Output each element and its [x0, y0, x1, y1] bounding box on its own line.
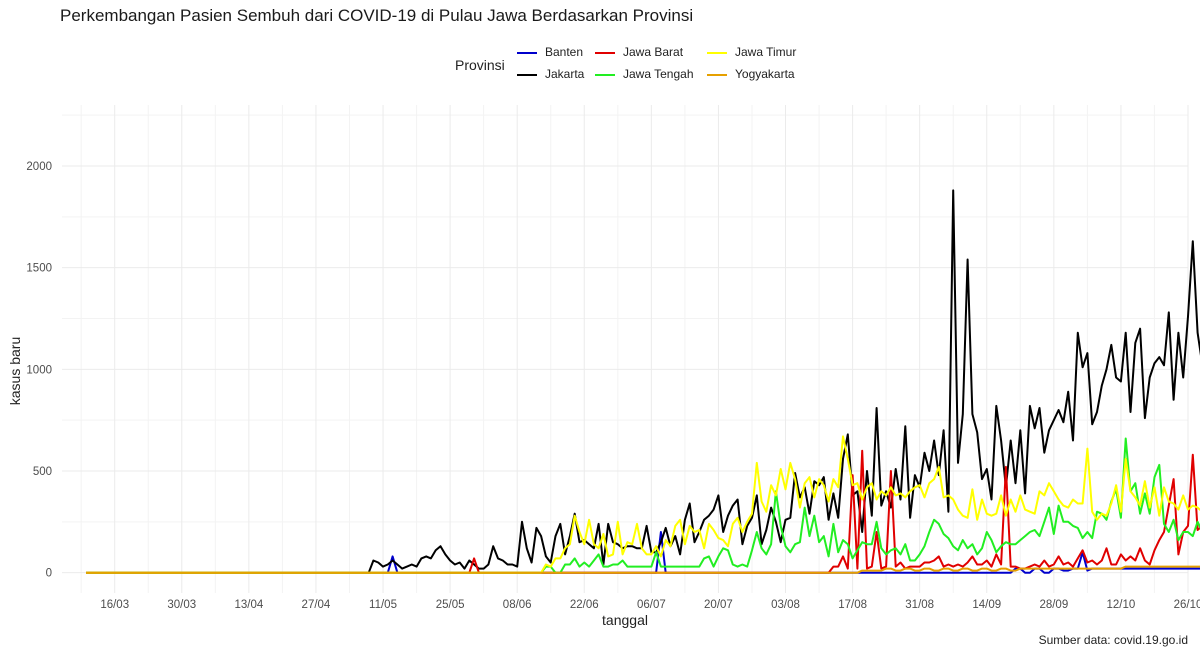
- chart-title: Perkembangan Pasien Sembuh dari COVID-19…: [60, 6, 694, 25]
- tick-labels: 0 500 1000 1500 2000 16/03 30/03 13/04 27/04 11/0…: [26, 161, 1200, 611]
- y-tick-label: 1000: [26, 364, 52, 376]
- x-tick-label: 31/08: [905, 599, 934, 611]
- legend-key: [707, 74, 727, 76]
- series-line-jawa-tengah: [86, 437, 1200, 574]
- x-tick-label: 27/04: [302, 599, 331, 611]
- x-tick-label: 03/08: [771, 599, 800, 611]
- x-tick-label: 22/06: [570, 599, 599, 611]
- x-tick-label: 20/07: [704, 599, 733, 611]
- series-layer: [86, 189, 1200, 574]
- legend-key: [595, 74, 615, 76]
- x-tick-label: 30/03: [167, 599, 196, 611]
- x-axis-label: tanggal: [602, 612, 648, 628]
- x-tick-label: 06/07: [637, 599, 666, 611]
- x-tick-label: 28/09: [1039, 599, 1068, 611]
- y-tick-label: 2000: [26, 161, 52, 173]
- legend-label: Jakarta: [545, 67, 585, 81]
- series-line-jawa-timur: [86, 435, 1200, 574]
- legend-key: [517, 74, 537, 76]
- legend-title: Provinsi: [455, 57, 505, 73]
- legend-key: [707, 52, 727, 54]
- y-tick-label: 500: [33, 466, 52, 478]
- y-tick-label: 1500: [26, 263, 52, 275]
- x-tick-label: 16/03: [100, 599, 129, 611]
- x-tick-label: 08/06: [503, 599, 532, 611]
- legend-label: Jawa Timur: [735, 45, 797, 59]
- legend-label: Jawa Barat: [623, 45, 684, 59]
- series-line-jakarta: [86, 189, 1200, 574]
- series-line-yogyakarta: [86, 565, 1200, 574]
- minor-grid: [62, 105, 1188, 593]
- x-tick-label: 12/10: [1107, 599, 1136, 611]
- legend-label: Jawa Tengah: [623, 67, 694, 81]
- x-tick-label: 13/04: [234, 599, 263, 611]
- y-tick-label: 0: [46, 568, 52, 580]
- x-tick-label: 14/09: [972, 599, 1001, 611]
- x-tick-label: 11/05: [369, 599, 397, 611]
- source-caption: Sumber data: covid.19.go.id: [1038, 633, 1188, 647]
- x-tick-label: 26/10: [1174, 599, 1200, 611]
- major-grid: [62, 105, 1189, 593]
- legend-label: Yogyakarta: [735, 67, 795, 81]
- x-tick-label: 17/08: [838, 599, 867, 611]
- y-axis-label: kasus baru: [7, 337, 23, 405]
- legend: Provinsi Banten Jakarta Jawa Barat Jawa Ten…: [455, 44, 855, 86]
- series-line-jawa-barat: [86, 449, 1200, 574]
- x-tick-label: 25/05: [436, 599, 465, 611]
- legend-label: Banten: [545, 45, 584, 59]
- legend-key: [595, 52, 615, 54]
- legend-key: [517, 52, 537, 54]
